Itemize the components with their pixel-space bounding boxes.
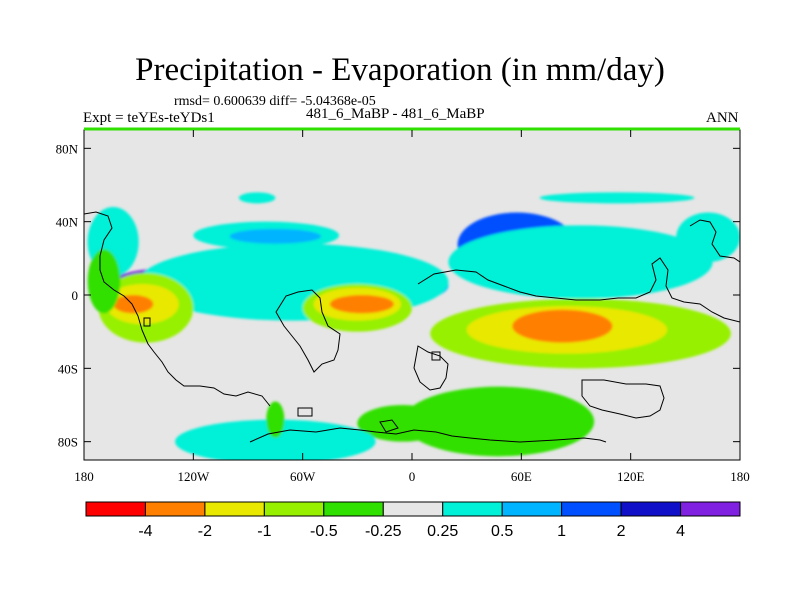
colorbar-label-2: -1 — [257, 523, 271, 540]
colorbar-label-0: -4 — [138, 523, 152, 540]
x-tick-label-5: 120E — [617, 469, 645, 484]
colorbar-box-7 — [501, 501, 563, 517]
colorbar-box-0 — [85, 501, 146, 517]
coastline-greenland — [297, 407, 313, 417]
contour-region-21 — [175, 419, 376, 460]
colorbar-box-6 — [442, 501, 503, 517]
x-tick-label-2: 60W — [290, 469, 316, 484]
contour-region-27 — [539, 192, 695, 204]
y-tick-label-2: 0 — [72, 288, 79, 303]
chart-title: Precipitation - Evaporation (in mm/day) — [135, 52, 665, 88]
contour-region-25 — [676, 212, 740, 262]
colorbar-box-9 — [620, 501, 682, 517]
colorbar: -4 -2 -1 -0.5 -0.25 0.25 0.5 1 2 4 — [85, 501, 741, 540]
colorbar-box-3 — [263, 501, 325, 517]
colorbar-box-5 — [382, 501, 444, 517]
x-tick-label-1: 120W — [177, 469, 210, 484]
coastline-south-america — [275, 289, 341, 373]
contour-region-22 — [266, 401, 285, 438]
x-tick-label-6: 180 — [730, 469, 750, 484]
coastline-southern-africa — [413, 345, 449, 391]
colorbar-label-1: -2 — [198, 523, 212, 540]
experiment-label: Expt = teYEs-teYDs1 — [83, 110, 215, 126]
coastline-africa-eurasia — [417, 257, 740, 323]
colorbar-label-7: 1 — [557, 523, 566, 540]
y-axis: 80N 40N 0 40S 80S — [56, 141, 740, 450]
colorbar-label-8: 2 — [617, 523, 626, 540]
x-axis: 180 120W 60W 0 60E 120E 180 — [74, 130, 750, 484]
coastline-layer — [84, 211, 740, 443]
y-tick-label-1: 40N — [56, 215, 79, 230]
colorbar-box-8 — [561, 501, 622, 517]
y-tick-label-3: 40S — [58, 361, 78, 376]
coastline-islands — [143, 317, 441, 433]
colorbar-label-9: 4 — [676, 523, 685, 540]
contour-region-16 — [448, 225, 713, 299]
x-tick-label-4: 60E — [511, 469, 532, 484]
coastline-americas — [84, 211, 271, 407]
colorbar-label-6: 0.5 — [491, 523, 513, 540]
contour-region-20 — [402, 386, 595, 457]
colorbar-box-10 — [680, 501, 741, 517]
stats-label: rmsd= 0.600639 diff= -5.04368e-05 — [174, 94, 376, 109]
contour-region-13 — [512, 309, 613, 343]
y-tick-label-4: 80S — [58, 435, 78, 450]
contour-region-26 — [238, 192, 276, 204]
season-label: ANN — [706, 110, 739, 126]
colorbar-label-5: 0.25 — [427, 523, 458, 540]
coastline-asia-north — [689, 219, 740, 263]
colorbar-label-4: -0.25 — [365, 523, 402, 540]
y-tick-label-0: 80N — [56, 141, 79, 156]
contour-fill-layer — [87, 192, 740, 460]
contour-region-7 — [113, 295, 154, 314]
contour-region-10 — [330, 295, 394, 314]
x-tick-label-3: 0 — [409, 469, 416, 484]
x-tick-label-0: 180 — [74, 469, 94, 484]
colorbar-box-1 — [144, 501, 206, 517]
coastline-australia — [581, 379, 665, 419]
colorbar-label-3: -0.5 — [310, 523, 338, 540]
colorbar-box-4 — [323, 501, 384, 517]
contour-region-18 — [229, 229, 321, 244]
colorbar-box-2 — [204, 501, 265, 517]
coastline-antarctica — [249, 427, 607, 443]
case-label: 481_6_MaBP - 481_6_MaBP — [306, 106, 485, 122]
